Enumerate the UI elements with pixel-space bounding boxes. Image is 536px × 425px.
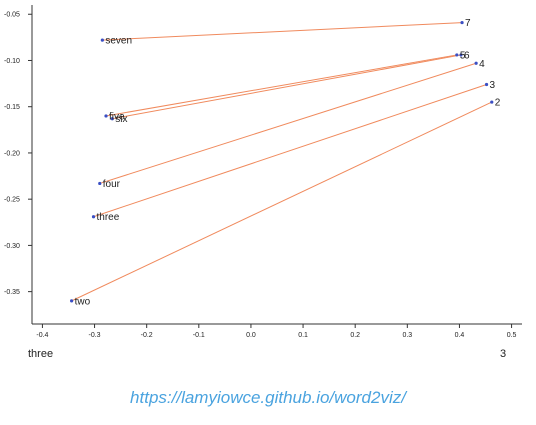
point-label-4: 4: [479, 59, 485, 70]
x-tick-label: 0.4: [455, 332, 465, 339]
y-tick-label: -0.15: [4, 104, 20, 111]
x-tick-label: 0.3: [402, 332, 412, 339]
point-three[interactable]: [92, 215, 95, 218]
x-tick-label: 0.0: [246, 332, 256, 339]
point-label-6: 6: [464, 50, 470, 61]
y-tick-label: -0.05: [4, 12, 20, 19]
x-tick-label: 0.1: [298, 332, 308, 339]
y-tick-label: -0.35: [4, 289, 20, 296]
y-tick-label: -0.10: [4, 58, 20, 65]
x-tick-label: -0.2: [141, 332, 153, 339]
point-label-seven: seven: [105, 36, 132, 47]
point-four[interactable]: [98, 182, 101, 185]
x-axis-left-label: three: [28, 348, 53, 360]
x-tick-label: -0.4: [36, 332, 48, 339]
point-five[interactable]: [104, 114, 107, 117]
axes: -0.05 -0.10 -0.15 -0.20 -0.25 -0.30 -0.35 -0.4 -…: [4, 5, 522, 339]
connection-line-two: [72, 102, 492, 301]
x-axis-right-label: 3: [500, 348, 506, 360]
connection-line-five: [106, 55, 457, 116]
point-2[interactable]: [490, 100, 493, 103]
connection-line-four: [100, 63, 476, 183]
connection-lines: [72, 23, 492, 301]
point-seven[interactable]: [101, 39, 104, 42]
point-two[interactable]: [70, 299, 73, 302]
point-label-three: three: [97, 212, 120, 223]
point-label-four: four: [103, 179, 121, 190]
x-tick-label: -0.1: [193, 332, 205, 339]
point-label-2: 2: [495, 98, 501, 109]
point-4[interactable]: [475, 62, 478, 65]
y-tick-label: -0.20: [4, 150, 20, 157]
data-points: [70, 21, 493, 303]
x-tick-label: -0.3: [89, 332, 101, 339]
connection-line-three: [94, 85, 487, 217]
connection-line-seven: [102, 23, 462, 41]
point-label-7: 7: [465, 18, 471, 29]
point-5[interactable]: [455, 53, 458, 56]
source-url-caption[interactable]: https://lamyiowce.github.io/word2viz/: [0, 388, 536, 408]
point-label-six: six: [115, 114, 127, 125]
point-7[interactable]: [460, 21, 463, 24]
point-3[interactable]: [485, 83, 488, 86]
x-tick-label: 0.5: [507, 332, 517, 339]
y-tick-label: -0.30: [4, 243, 20, 250]
y-tick-label: -0.25: [4, 197, 20, 204]
point-label-3: 3: [490, 80, 496, 91]
connection-line-six: [112, 55, 461, 119]
x-tick-label: 0.2: [350, 332, 360, 339]
point-label-two: two: [75, 296, 91, 307]
